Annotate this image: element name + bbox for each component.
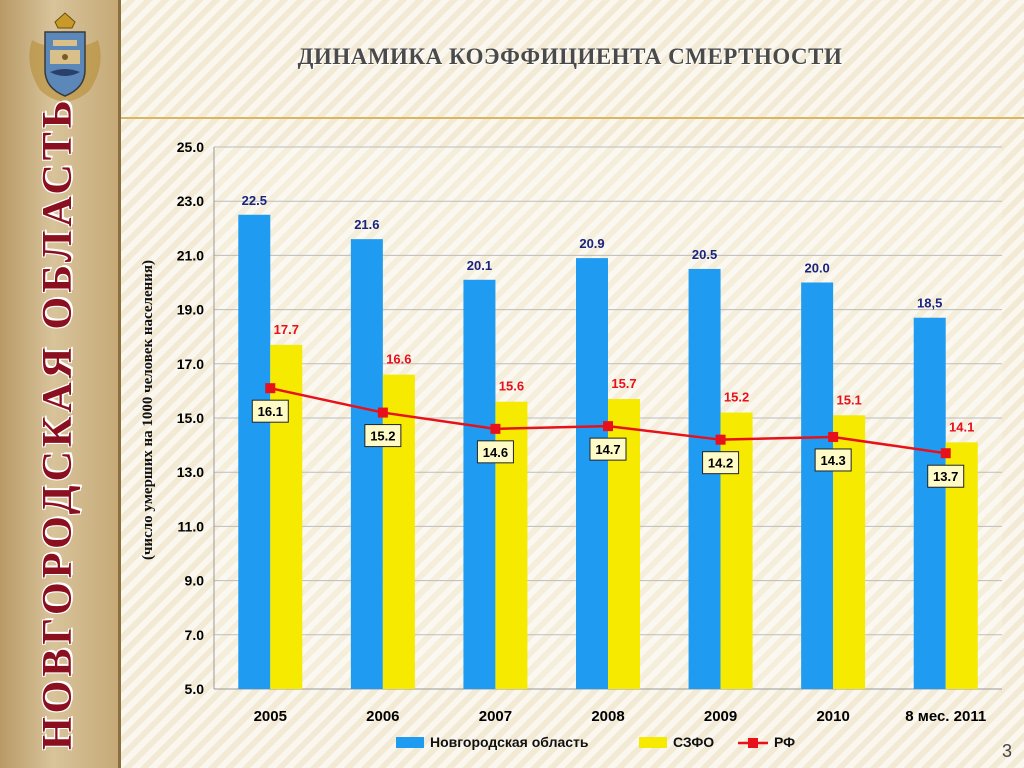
title-divider: [121, 117, 1024, 119]
y-tick-label: 5.0: [185, 681, 205, 697]
data-label-novgorod: 21.6: [354, 217, 379, 232]
data-label-novgorod: 18,5: [917, 296, 942, 311]
rf-label-box: [589, 437, 627, 461]
legend-swatch-szfo: [639, 737, 667, 748]
data-label-rf: 14.7: [595, 442, 620, 457]
y-tick-label: 19.0: [177, 302, 204, 318]
chart-axes: 5.0 7.0 9.0 11.0 13.0 15.0 17.0 19.0 21.0 23.0 25.…: [177, 139, 1002, 725]
data-label-szfo: 17.7: [274, 322, 299, 337]
legend-label-rf: РФ: [774, 734, 795, 750]
legend-label-szfo: СЗФО: [673, 734, 714, 750]
x-tick-label: 2008: [591, 708, 624, 725]
sidebar-divider: [118, 0, 121, 768]
x-tick-label: 2010: [816, 708, 849, 725]
bar-novgorod: [801, 282, 834, 689]
y-tick-label: 7.0: [185, 627, 205, 643]
rf-label-box: [814, 448, 852, 472]
data-label-novgorod: 20.9: [579, 236, 604, 251]
y-tick-label: 23.0: [177, 193, 204, 209]
bar-novgorod: [688, 268, 721, 689]
rf-point-marker: [377, 407, 388, 418]
data-label-novgorod: 22.5: [242, 193, 267, 208]
rf-point-marker: [715, 434, 726, 445]
rf-label-box: [251, 399, 289, 423]
data-label-rf: 16.1: [258, 404, 283, 419]
bar-novgorod: [463, 279, 496, 689]
sidebar: [0, 0, 118, 768]
y-axis-label: (число умерших на 1000 человек населения…: [140, 260, 156, 560]
y-tick-label: 15.0: [177, 410, 204, 426]
rf-label-box: [927, 464, 965, 488]
x-tick-label: 8 мес. 2011: [905, 708, 986, 725]
x-tick-label: 2006: [366, 708, 399, 725]
data-label-rf: 14.3: [820, 453, 845, 468]
rf-point-marker: [265, 383, 276, 394]
rf-label-box: [702, 451, 740, 475]
coat-of-arms-icon: [29, 12, 101, 102]
data-label-rf: 14.2: [708, 456, 733, 471]
x-tick-label: 2009: [704, 708, 737, 725]
bar-novgorod: [238, 214, 271, 689]
bar-szfo: [382, 374, 415, 689]
data-label-szfo: 15.2: [724, 390, 749, 405]
data-label-novgorod: 20.1: [467, 258, 492, 273]
y-tick-label: 25.0: [177, 139, 204, 155]
legend-marker-rf: [748, 738, 758, 748]
bar-novgorod: [913, 317, 946, 689]
data-label-novgorod: 20.0: [804, 261, 829, 276]
rf-point-marker: [940, 448, 951, 459]
data-label-novgorod: 20.5: [692, 247, 717, 262]
bar-szfo: [270, 344, 303, 689]
y-tick-label: 13.0: [177, 464, 204, 480]
data-label-rf: 14.6: [483, 445, 508, 460]
rf-label-box: [476, 440, 514, 464]
y-tick-label: 9.0: [185, 573, 205, 589]
data-label-szfo: 16.6: [386, 352, 411, 367]
legend-label-novgorod: Новгородская область: [430, 734, 589, 750]
rf-point-marker: [490, 423, 501, 434]
bar-novgorod: [576, 258, 608, 689]
rf-point-marker: [828, 431, 839, 442]
y-tick-label: 11.0: [178, 518, 205, 534]
legend-swatch-novgorod: [396, 737, 424, 748]
chart-legend: Новгородская область СЗФО РФ: [396, 734, 795, 750]
x-tick-label: 2005: [254, 708, 287, 725]
chart-rf-line: [265, 383, 951, 459]
rf-point-marker: [603, 421, 613, 432]
chart-data-labels: 22.5 17.7 21.6 16.6 20.1 15.6 20.9 15.7 20.5 15.2…: [242, 193, 974, 488]
data-label-szfo: 15.1: [836, 392, 861, 407]
bar-novgorod: [350, 239, 383, 689]
page-number: 3: [1001, 741, 1012, 761]
page-title: ДИНАМИКА КОЭФФИЦИЕНТА СМЕРТНОСТИ: [297, 44, 843, 69]
data-label-szfo: 15.7: [611, 376, 636, 391]
data-label-szfo: 15.6: [499, 379, 524, 394]
data-label-szfo: 14.1: [949, 419, 974, 434]
x-tick-label: 2007: [479, 708, 512, 725]
rf-label-box: [364, 424, 402, 448]
y-tick-label: 21.0: [177, 247, 204, 263]
y-tick-label: 17.0: [177, 356, 204, 372]
data-label-rf: 13.7: [933, 469, 958, 484]
data-label-rf: 15.2: [370, 429, 395, 444]
